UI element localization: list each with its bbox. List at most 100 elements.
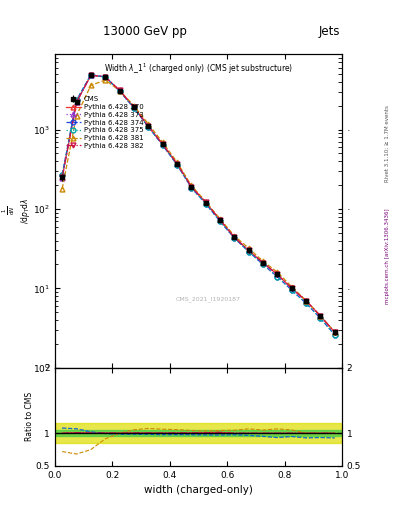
Pythia 6.428 374 <box>203 201 208 207</box>
Pythia 6.428 382 <box>132 104 136 110</box>
Pythia 6.428 381 <box>318 313 323 319</box>
Pythia 6.428 381 <box>132 102 136 109</box>
Pythia 6.428 382 <box>88 72 93 78</box>
Pythia 6.428 373 <box>174 161 179 167</box>
Pythia 6.428 370 <box>203 199 208 205</box>
Pythia 6.428 374 <box>246 249 251 255</box>
Pythia 6.428 374 <box>289 287 294 293</box>
Pythia 6.428 373 <box>318 313 323 319</box>
Text: mcplots.cern.ch [arXiv:1306.3436]: mcplots.cern.ch [arXiv:1306.3436] <box>385 208 390 304</box>
Pythia 6.428 370 <box>218 217 222 223</box>
Pythia 6.428 374 <box>60 172 64 178</box>
Pythia 6.428 374 <box>174 161 179 167</box>
Legend: CMS, Pythia 6.428 370, Pythia 6.428 373, Pythia 6.428 374, Pythia 6.428 375, Pyt: CMS, Pythia 6.428 370, Pythia 6.428 373,… <box>64 95 145 150</box>
Pythia 6.428 381 <box>160 139 165 145</box>
Text: Width $\lambda\_1^1$ (charged only) (CMS jet substructure): Width $\lambda\_1^1$ (charged only) (CMS… <box>104 61 293 76</box>
Pythia 6.428 382 <box>246 247 251 253</box>
Pythia 6.428 374 <box>74 97 79 103</box>
Pythia 6.428 381 <box>332 329 337 335</box>
Pythia 6.428 381 <box>88 82 93 89</box>
Pythia 6.428 382 <box>232 234 237 240</box>
Pythia 6.428 373 <box>289 285 294 291</box>
Pythia 6.428 373 <box>132 104 136 111</box>
Pythia 6.428 381 <box>203 199 208 205</box>
Pythia 6.428 375 <box>146 124 151 130</box>
Pythia 6.428 382 <box>189 184 194 190</box>
Pythia 6.428 375 <box>132 105 136 111</box>
Pythia 6.428 374 <box>160 142 165 148</box>
Pythia 6.428 375 <box>174 162 179 168</box>
Pythia 6.428 373 <box>246 247 251 253</box>
Pythia 6.428 373 <box>60 175 64 181</box>
Pythia 6.428 370 <box>318 313 323 319</box>
Line: Pythia 6.428 375: Pythia 6.428 375 <box>60 72 337 337</box>
Text: CMS_2021_I1920187: CMS_2021_I1920187 <box>176 296 241 302</box>
Pythia 6.428 382 <box>304 297 309 304</box>
Pythia 6.428 375 <box>203 201 208 207</box>
Pythia 6.428 373 <box>103 74 108 80</box>
Pythia 6.428 382 <box>275 271 280 278</box>
Pythia 6.428 374 <box>261 262 265 268</box>
Pythia 6.428 375 <box>160 142 165 148</box>
Pythia 6.428 373 <box>189 184 194 190</box>
Bar <box>55 430 342 436</box>
Pythia 6.428 370 <box>117 88 122 94</box>
Pythia 6.428 382 <box>203 199 208 205</box>
Bar <box>55 423 342 443</box>
Pythia 6.428 375 <box>332 332 337 338</box>
Pythia 6.428 370 <box>189 184 194 190</box>
Pythia 6.428 375 <box>218 218 222 224</box>
Pythia 6.428 374 <box>304 300 309 306</box>
Pythia 6.428 374 <box>275 274 280 280</box>
Pythia 6.428 382 <box>103 74 108 80</box>
Pythia 6.428 381 <box>304 297 309 304</box>
Pythia 6.428 381 <box>74 113 79 119</box>
Pythia 6.428 373 <box>88 72 93 78</box>
Pythia 6.428 370 <box>332 329 337 335</box>
Pythia 6.428 373 <box>117 88 122 94</box>
Pythia 6.428 382 <box>117 88 122 94</box>
Pythia 6.428 373 <box>74 99 79 105</box>
Pythia 6.428 381 <box>146 121 151 127</box>
Pythia 6.428 375 <box>304 300 309 306</box>
Pythia 6.428 373 <box>304 297 309 304</box>
Y-axis label: Ratio to CMS: Ratio to CMS <box>26 392 35 441</box>
Pythia 6.428 370 <box>261 260 265 266</box>
Pythia 6.428 370 <box>74 99 79 105</box>
Pythia 6.428 374 <box>232 235 237 241</box>
Pythia 6.428 374 <box>218 218 222 224</box>
Pythia 6.428 375 <box>103 74 108 80</box>
Pythia 6.428 382 <box>146 123 151 129</box>
Pythia 6.428 381 <box>232 232 237 239</box>
Pythia 6.428 374 <box>103 74 108 80</box>
Pythia 6.428 381 <box>117 88 122 94</box>
Pythia 6.428 370 <box>304 297 309 304</box>
Text: Jets: Jets <box>318 26 340 38</box>
Pythia 6.428 374 <box>189 184 194 190</box>
Pythia 6.428 375 <box>88 72 93 78</box>
Line: Pythia 6.428 381: Pythia 6.428 381 <box>60 78 337 335</box>
Pythia 6.428 375 <box>232 235 237 241</box>
Line: Pythia 6.428 374: Pythia 6.428 374 <box>60 72 337 337</box>
Pythia 6.428 373 <box>218 217 222 223</box>
Pythia 6.428 370 <box>103 74 108 80</box>
Pythia 6.428 381 <box>174 159 179 165</box>
Pythia 6.428 373 <box>332 329 337 335</box>
Y-axis label: $\frac{1}{\mathrm{d}N}$
$/ \mathrm{d}p_T \mathrm{d}\lambda$: $\frac{1}{\mathrm{d}N}$ $/ \mathrm{d}p_T… <box>1 198 31 224</box>
Pythia 6.428 375 <box>74 97 79 103</box>
Pythia 6.428 370 <box>289 285 294 291</box>
Pythia 6.428 370 <box>246 247 251 253</box>
Pythia 6.428 374 <box>332 332 337 338</box>
Pythia 6.428 373 <box>232 234 237 240</box>
Pythia 6.428 381 <box>189 182 194 188</box>
Pythia 6.428 382 <box>289 285 294 291</box>
Pythia 6.428 381 <box>261 258 265 264</box>
Pythia 6.428 370 <box>88 72 93 78</box>
Pythia 6.428 382 <box>60 174 64 180</box>
Pythia 6.428 381 <box>289 284 294 290</box>
Pythia 6.428 370 <box>146 123 151 129</box>
Pythia 6.428 375 <box>289 287 294 293</box>
Pythia 6.428 374 <box>146 124 151 130</box>
Pythia 6.428 375 <box>60 172 64 178</box>
Pythia 6.428 381 <box>60 186 64 192</box>
